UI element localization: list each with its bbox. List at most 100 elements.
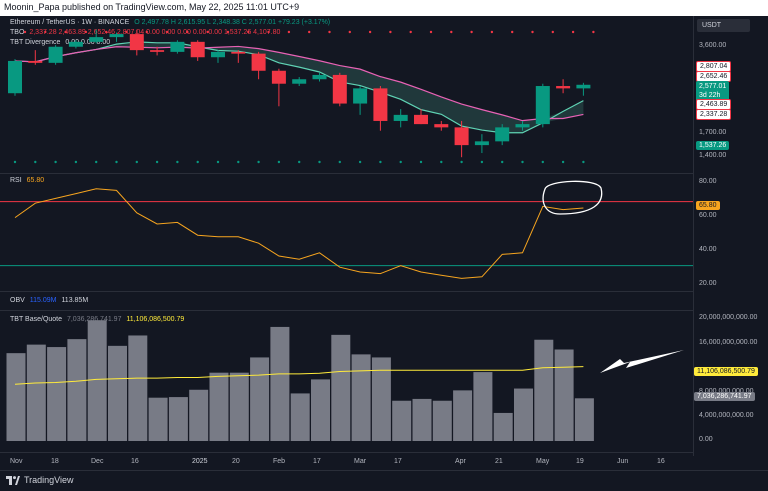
volume-bar[interactable]	[47, 347, 67, 441]
volume-bar[interactable]	[453, 390, 473, 441]
volume-bar[interactable]	[209, 372, 229, 441]
volume-bar[interactable]	[311, 379, 330, 441]
pane-separator-tbt[interactable]	[0, 310, 693, 311]
ma-ribbon	[15, 41, 584, 133]
candle[interactable]	[353, 86, 368, 115]
volume-bar[interactable]	[331, 334, 351, 441]
volume-ma-line	[14, 366, 584, 385]
candle[interactable]	[393, 109, 408, 128]
signal-dot	[257, 160, 260, 164]
candle[interactable]	[89, 29, 104, 44]
candle[interactable]	[332, 72, 347, 107]
candle-body	[150, 50, 165, 52]
signal-dot	[206, 30, 209, 34]
time-axis-label: 17	[394, 458, 402, 465]
candle[interactable]	[48, 45, 63, 65]
volume-bar[interactable]	[250, 357, 270, 441]
candle[interactable]	[211, 50, 225, 63]
divergence-legend[interactable]: TBT Divergence 0.00 0.00 0.00	[10, 39, 113, 46]
volume-bar[interactable]	[168, 397, 188, 441]
volume-bar[interactable]	[290, 393, 310, 441]
candle[interactable]	[190, 40, 205, 61]
tbt-chart[interactable]	[0, 311, 693, 452]
candle[interactable]	[515, 120, 530, 131]
candle[interactable]	[271, 68, 286, 107]
rsi-value: 65.80	[26, 177, 45, 184]
candle[interactable]	[109, 32, 124, 42]
price-axis-divider	[693, 16, 694, 456]
volume-bar[interactable]	[189, 389, 209, 441]
candle[interactable]	[495, 124, 510, 146]
tbt-legend[interactable]: TBT Base/Quote 7,036,286,741.97 11,106,0…	[10, 316, 187, 323]
volume-bar[interactable]	[432, 400, 452, 441]
price-chart[interactable]	[0, 16, 693, 173]
tradingview-brand[interactable]: TradingView	[6, 475, 74, 485]
candle[interactable]	[28, 50, 43, 65]
rsi-chart[interactable]	[0, 174, 693, 291]
candle[interactable]	[170, 40, 185, 54]
volume-bar[interactable]	[392, 400, 412, 441]
signal-dot	[237, 160, 240, 164]
candle-body	[332, 74, 347, 104]
candle[interactable]	[556, 79, 571, 94]
candle[interactable]	[292, 77, 307, 87]
divergence-values: 0.00 0.00 0.00	[65, 39, 111, 46]
volume-bar[interactable]	[412, 398, 432, 441]
volume-bar[interactable]	[229, 372, 249, 441]
signal-dot	[135, 160, 138, 164]
volume-bar[interactable]	[351, 354, 371, 441]
candle[interactable]	[129, 29, 144, 56]
volume-bar[interactable]	[128, 335, 148, 441]
candle[interactable]	[474, 134, 489, 154]
candle[interactable]	[373, 86, 388, 131]
volume-bar[interactable]	[554, 349, 574, 442]
candle-body	[292, 79, 307, 84]
volume-bar[interactable]	[270, 326, 290, 441]
price-label-tbo-floor: 1,537.26	[696, 141, 730, 150]
volume-bar[interactable]	[473, 372, 493, 441]
volume-bar[interactable]	[26, 344, 46, 441]
volume-bar[interactable]	[6, 353, 26, 441]
currency-button[interactable]: USDT	[697, 19, 750, 32]
signal-dot	[95, 160, 98, 164]
candle[interactable]	[414, 109, 428, 125]
signal-dot	[460, 160, 463, 164]
candle[interactable]	[434, 120, 449, 131]
signal-dot	[64, 30, 67, 34]
rsi-name: RSI	[10, 177, 22, 184]
rsi-legend[interactable]: RSI 65.80	[10, 177, 47, 184]
signal-dot	[399, 160, 402, 164]
volume-bar[interactable]	[148, 397, 168, 441]
volume-bar[interactable]	[87, 320, 107, 441]
candle[interactable]	[150, 46, 165, 56]
annotation-arrow[interactable]	[600, 350, 684, 373]
pane-separator-obv[interactable]	[0, 291, 693, 292]
signal-dot	[480, 160, 484, 164]
volume-bar[interactable]	[514, 388, 533, 441]
volume-bar[interactable]	[67, 339, 87, 441]
candle[interactable]	[68, 40, 83, 49]
candle[interactable]	[312, 72, 327, 82]
signal-dot	[358, 160, 362, 164]
annotation-circle[interactable]	[542, 180, 603, 215]
tradingview-logo-icon	[6, 475, 20, 485]
signal-dot	[429, 30, 433, 34]
volume-bar[interactable]	[574, 398, 594, 441]
volume-bar[interactable]	[534, 339, 554, 441]
volume-bar[interactable]	[371, 357, 391, 441]
candle[interactable]	[8, 59, 22, 96]
candle[interactable]	[251, 51, 266, 80]
candle[interactable]	[535, 83, 550, 128]
symbol-legend[interactable]: Ethereum / TetherUS · 1W · BINANCE O 2,4…	[10, 19, 333, 26]
obv-legend[interactable]: OBV 115.09M 113.85M	[10, 297, 91, 304]
candle-body	[251, 53, 266, 71]
candle[interactable]	[231, 50, 246, 63]
tbo-legend[interactable]: TBO 2,337.28 2,463.89 2,652.46 2,807.04 …	[10, 29, 283, 36]
candle-body	[170, 41, 185, 52]
signal-dot	[287, 30, 291, 34]
candle[interactable]	[454, 120, 469, 158]
volume-bar[interactable]	[493, 412, 513, 441]
pane-separator-rsi[interactable]	[0, 173, 693, 174]
volume-bar[interactable]	[108, 345, 127, 441]
candle[interactable]	[576, 82, 591, 96]
